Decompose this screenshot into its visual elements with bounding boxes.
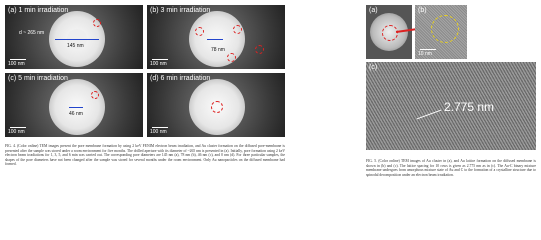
diameter-line (55, 39, 99, 40)
tem-panel: (c) 5 min irradiation 46 nm 100 nm (5, 73, 143, 137)
tem-panel: (d) 6 min irradiation 100 nm (147, 73, 285, 137)
lattice-marker (431, 15, 459, 43)
tem-panel: (b) 3 min irradiation 78 nm 100 nm (147, 5, 285, 69)
annotation: 2.775 nm (444, 100, 495, 114)
diameter-line (69, 107, 83, 108)
diameter-line (207, 39, 223, 40)
cluster-marker (233, 25, 242, 34)
scale-label: 100 nm (150, 129, 167, 135)
scale-bar (152, 58, 168, 60)
panel-label: (b) (418, 7, 427, 14)
scale-bar (420, 48, 436, 50)
scale-bar (152, 126, 168, 128)
tem-panel: (b) 10 nm (415, 5, 467, 59)
page: (a) 1 min irradiation d ~ 265 nm 145 nm … (5, 5, 536, 177)
panel-label: (a) 1 min irradiation (8, 7, 69, 14)
panel-label: (d) 6 min irradiation (150, 75, 211, 82)
panel-label: (c) (369, 64, 378, 71)
panel-label: (c) 5 min irradiation (8, 75, 68, 82)
panel-label: (b) 3 min irradiation (150, 7, 211, 14)
scale-label: 100 nm (8, 61, 25, 67)
annotation: 78 nm (211, 47, 225, 53)
figure-caption: FIG. 4. (Color online) TEM images presen… (5, 144, 285, 167)
cluster-marker (255, 45, 264, 54)
annotation: 46 nm (69, 111, 83, 117)
cluster-marker (91, 91, 99, 99)
cluster-marker (93, 19, 101, 27)
scale-label: 100 nm (150, 61, 167, 67)
scale-bar (10, 126, 26, 128)
figure-caption: FIG. 5. (Color online) TEM images of Au … (366, 159, 536, 177)
zoom-marker (382, 25, 398, 41)
cluster-marker (195, 27, 204, 36)
annotation: d ~ 265 nm (19, 30, 45, 36)
tem-panel: 2.775 nm (c) (366, 62, 536, 150)
scale-bar (10, 58, 26, 60)
tem-panel: (a) (366, 5, 412, 59)
tem-panel: (a) 1 min irradiation d ~ 265 nm 145 nm … (5, 5, 143, 69)
panel-label: (a) (369, 7, 378, 14)
arrow (416, 109, 442, 120)
cluster-marker (211, 101, 223, 113)
scale-label: 10 nm (418, 51, 432, 57)
annotation: 145 nm (67, 43, 84, 49)
cluster-marker (227, 53, 236, 62)
scale-label: 100 nm (8, 129, 25, 135)
